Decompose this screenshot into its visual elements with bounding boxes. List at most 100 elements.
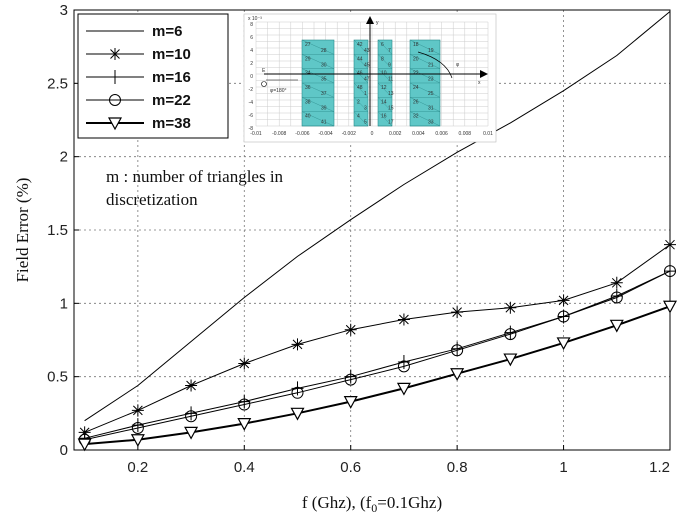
inset-mesh-edge [377, 68, 393, 84]
inset-mesh-edge [353, 82, 369, 98]
inset-x-tick-label: 0 [371, 131, 374, 137]
inset-cell-number: 16 [381, 114, 387, 120]
tick-layer: 0.2 0.4 0.6 0.8 1 1.2 0 0.5 1 1.5 2 2.5 3 [47, 2, 671, 476]
x-tick-label: 0.6 [340, 459, 361, 476]
inset-cell-number: 6 [381, 42, 384, 48]
data-point [238, 357, 251, 370]
data-point [397, 313, 410, 326]
inset-cell-number: 29 [305, 56, 311, 62]
inset-cell-number: 4 [357, 114, 360, 120]
inset-mesh-edge [301, 97, 335, 112]
data-point [291, 338, 304, 351]
data-point [609, 319, 624, 333]
data-point [451, 306, 464, 319]
inset-y-tick-label: 6 [250, 35, 253, 41]
data-point [344, 323, 357, 336]
legend-box [77, 13, 229, 139]
inset-cell-number: 36 [305, 85, 311, 91]
data-point [131, 418, 144, 433]
inset-cell-number: 3 [364, 105, 367, 111]
x-tick-label: 0.2 [127, 459, 148, 476]
inset-mesh-edge [353, 68, 369, 84]
inset-cell-number: 1 [364, 91, 367, 97]
inset-y-tick-label: 2 [250, 61, 253, 67]
inset-mesh-edge [301, 82, 335, 98]
inset-x-tick-label: 0.002 [389, 131, 402, 137]
data-point [131, 422, 144, 434]
inset-cell-number: 31 [428, 105, 434, 111]
y-axis-title: Field Error (%) [13, 178, 32, 283]
inset-x-tick-label: 0.004 [412, 131, 425, 137]
inset-x-tick-label: -0.006 [295, 131, 309, 137]
inset-cell-number: 13 [388, 91, 394, 97]
inset-cell-number: 8 [381, 56, 384, 62]
inset-y-tick-label: -8 [249, 126, 254, 132]
inset-x-tick-label: -0.008 [272, 131, 286, 137]
inset-cell-number: 19 [428, 48, 434, 54]
inset-mesh-edge [409, 68, 441, 84]
inset-cell-number: 30 [321, 62, 327, 68]
inset-cell-number: 48 [357, 85, 363, 91]
data-point [504, 301, 517, 314]
legend-marker [107, 117, 123, 131]
inset-y-tick-label: -6 [249, 113, 254, 119]
inset-cell-number: 32 [413, 114, 419, 120]
legend-label: m=38 [152, 115, 191, 132]
legend: m=6 m=10 m=16 m=22 m=38 [77, 13, 229, 139]
inset-label: x [478, 80, 481, 86]
data-point [77, 438, 92, 452]
data-point [504, 328, 517, 341]
inset-cell-number: 5 [364, 120, 367, 126]
inset-cell-number: 33 [428, 120, 434, 126]
series-line [84, 270, 671, 439]
data-point [343, 396, 358, 409]
inset-cell-number: 27 [305, 42, 311, 48]
inset-x-tick-label: -0.002 [342, 131, 356, 137]
data-point [185, 410, 198, 423]
inset-cell-number: 2 [357, 99, 360, 105]
inset-cell-number: 47 [364, 77, 370, 83]
inset-mesh-edge [301, 111, 335, 127]
data-point [344, 369, 357, 384]
inset-y-tick-label: -2 [249, 87, 254, 93]
inset-mesh-edge [409, 39, 441, 55]
x-tick-label: 0.8 [447, 459, 468, 476]
inset-mesh-edge [301, 39, 335, 55]
inset-x-tick-label: -0.004 [319, 131, 333, 137]
inset-label: E [262, 68, 266, 74]
inset-cell-number: 35 [321, 77, 327, 83]
data-point [344, 373, 357, 386]
data-point [238, 394, 251, 409]
inset-cell-number: 25 [428, 91, 434, 97]
inset-mesh-edge [377, 97, 393, 112]
inset-label: φ=180° [270, 88, 287, 94]
data-point [396, 382, 411, 396]
y-tick-label: 2 [60, 149, 68, 166]
annotation-line-2: discretization [106, 190, 198, 209]
y-tick-label: 0 [60, 442, 68, 459]
inset-mesh-edge [353, 54, 369, 69]
inset-x-tick-label: 0.01 [483, 131, 493, 137]
legend-marker [109, 48, 121, 60]
legend-label: m=10 [152, 46, 191, 63]
inset-cell-number: 24 [413, 85, 419, 91]
inset-y-tick-label: 0 [250, 74, 253, 80]
series-m-16 [78, 264, 676, 446]
inset-diagram: 2728293034353637383940414243444546474812… [243, 13, 497, 143]
inset-mesh-edge [377, 39, 393, 55]
inset-mesh-edge [377, 82, 393, 98]
data-point [451, 344, 464, 357]
inset-y-tick-label: 8 [250, 22, 253, 28]
series-m-38 [77, 300, 678, 452]
data-point [185, 379, 198, 392]
inset-mesh-edge [301, 68, 335, 84]
series-m-10 [78, 238, 676, 439]
annotation-line-1: m : number of triangles in [106, 167, 284, 186]
inset-cell-number: 15 [388, 105, 394, 111]
x-tick-label: 1.2 [649, 459, 670, 476]
x-axis-title-tail: =0.1Ghz) [377, 493, 442, 512]
inset-label: φ [456, 62, 460, 68]
inset-mesh-edge [353, 111, 369, 127]
inset-label: x 10⁻³ [248, 16, 262, 22]
x-axis-title-sub: 0 [371, 501, 377, 515]
